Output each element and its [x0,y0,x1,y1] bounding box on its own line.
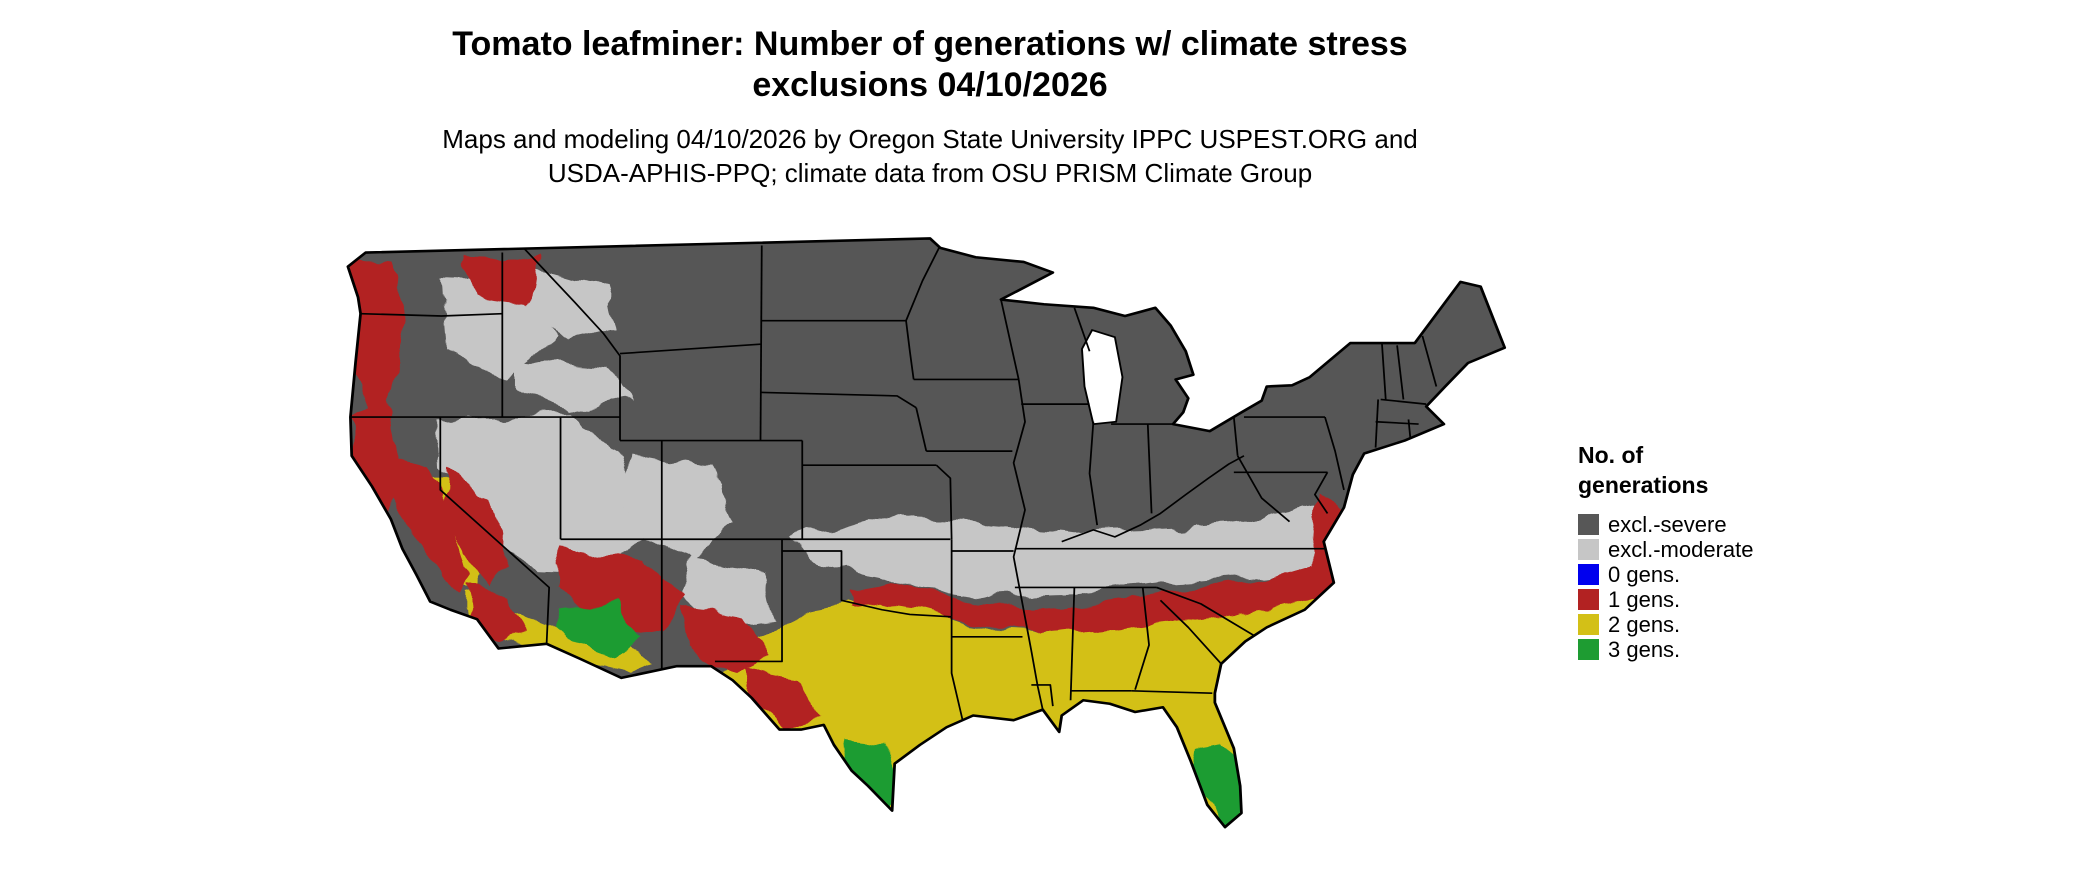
page-title-line1: Tomato leafminer: Number of generations … [452,25,1408,63]
legend-swatch-3-gens [1578,639,1599,660]
lake-michigan [1081,329,1124,426]
legend-label-excl-severe: excl.-severe [1608,511,1727,537]
us-map-svg [346,237,1507,829]
legend-item-2-gens: 2 gens. [1578,611,1878,637]
legend: No. of generations excl.-severe excl.-mo… [1578,440,1878,664]
page-title-line2: exclusions 04/10/2026 [752,66,1108,104]
legend-swatch-excl-severe [1578,514,1599,535]
legend-label-1-gens: 1 gens. [1608,586,1681,612]
legend-title: No. of generations [1578,440,1878,500]
zone-3-gens [552,602,1244,828]
page-title: Tomato leafminer: Number of generations … [0,24,1860,106]
legend-title-line2: generations [1578,472,1709,498]
legend-swatch-1-gens [1578,589,1599,610]
legend-item-excl-moderate: excl.-moderate [1578,536,1878,562]
state-borders [350,244,1438,728]
legend-label-2-gens: 2 gens. [1608,611,1681,637]
legend-swatch-0-gens [1578,564,1599,585]
page-subtitle: Maps and modeling 04/10/2026 by Oregon S… [0,122,1860,190]
page-subtitle-line1: Maps and modeling 04/10/2026 by Oregon S… [442,124,1418,154]
us-outline [346,237,1507,829]
legend-swatch-excl-moderate [1578,539,1599,560]
zone-1-gens [347,254,1353,728]
page-subtitle-line2: USDA-APHIS-PPQ; climate data from OSU PR… [547,158,1313,188]
legend-label-0-gens: 0 gens. [1608,561,1681,587]
legend-item-1-gens: 1 gens. [1578,586,1878,612]
legend-title-line1: No. of [1578,442,1644,468]
us-generations-map [315,222,1530,880]
legend-item-excl-severe: excl.-severe [1578,511,1878,537]
legend-label-excl-moderate: excl.-moderate [1608,536,1754,562]
legend-label-3-gens: 3 gens. [1608,636,1681,662]
legend-item-0-gens: 0 gens. [1578,561,1878,587]
legend-swatch-2-gens [1578,614,1599,635]
legend-item-3-gens: 3 gens. [1578,636,1878,662]
